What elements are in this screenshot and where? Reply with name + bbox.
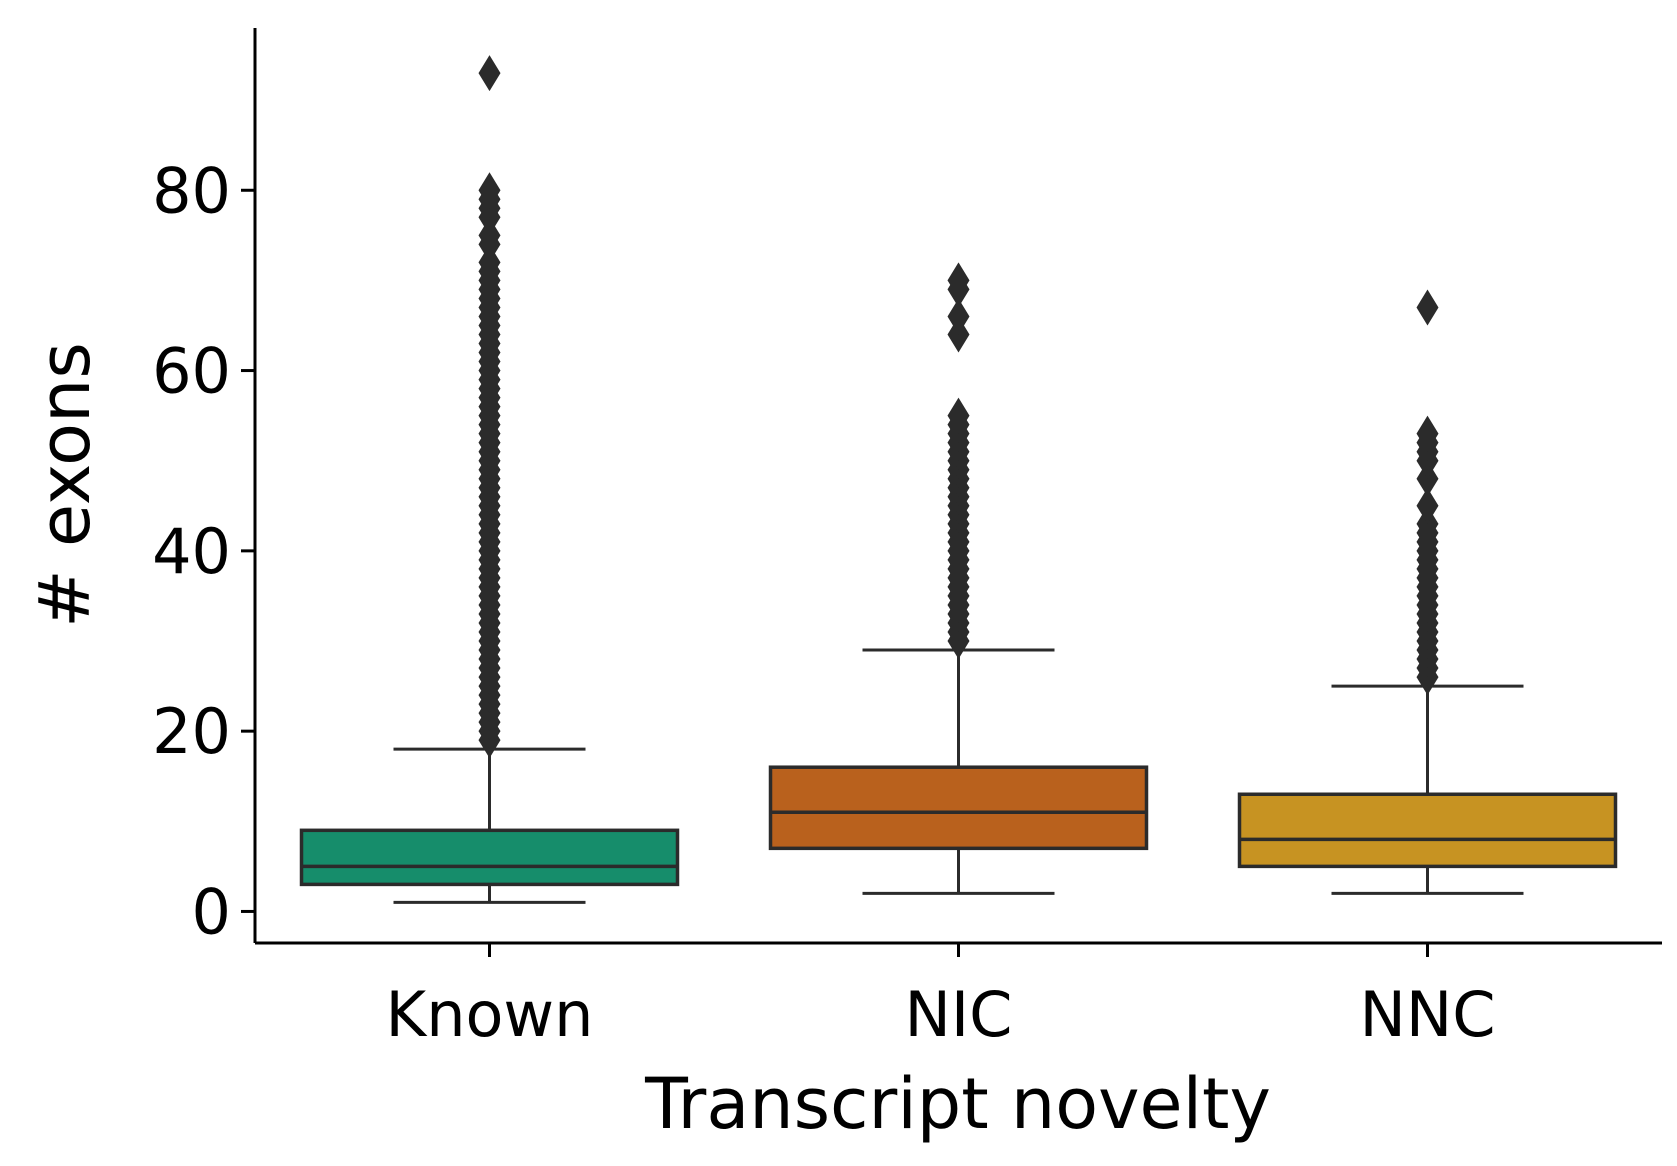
x-tick-label-known: Known: [386, 978, 594, 1051]
outlier-point-nic: [947, 316, 970, 353]
outlier-point-nnc: [1416, 505, 1439, 542]
y-tick-label-80: 80: [152, 154, 231, 227]
box-nnc: [1237, 792, 1618, 869]
box-known: [299, 828, 680, 887]
y-tick-label-0: 0: [192, 875, 231, 948]
y-tick-label-60: 60: [152, 335, 231, 408]
y-tick-label-20: 20: [152, 695, 231, 768]
outlier-point-nnc: [1416, 487, 1439, 524]
outlier-point-nnc: [1416, 415, 1439, 452]
outlier-point-known: [478, 172, 501, 209]
outlier-point-known: [478, 55, 501, 92]
y-tick-label-40: 40: [152, 515, 231, 588]
outliers-known: [478, 55, 501, 759]
x-tick-label-nnc: NNC: [1359, 978, 1495, 1051]
outlier-point-nic: [947, 298, 970, 335]
plot-area: [299, 55, 1618, 904]
outlier-point-nnc: [1416, 460, 1439, 497]
box-nic: [768, 765, 1149, 851]
outlier-point-nic: [947, 397, 970, 434]
box-group-nic: [768, 262, 1149, 895]
outliers-nic: [947, 262, 970, 660]
outliers-nnc: [1416, 289, 1439, 696]
outlier-point-known: [478, 244, 501, 281]
outlier-point-nic: [947, 262, 970, 299]
axes: 0 20 40 60 80 Known NIC NNC Transcript novelty…: [24, 28, 1662, 1145]
x-tick-label-nic: NIC: [905, 978, 1013, 1051]
y-ticks: 0 20 40 60 80: [152, 154, 255, 948]
box-group-nnc: [1237, 289, 1618, 895]
outlier-point-nnc: [1416, 289, 1439, 326]
box-group-known: [299, 55, 680, 904]
x-ticks: Known NIC NNC: [386, 943, 1496, 1051]
x-axis-label: Transcript novelty: [644, 1063, 1271, 1145]
outlier-point-known: [478, 217, 501, 254]
y-axis-label: # exons: [24, 342, 106, 628]
